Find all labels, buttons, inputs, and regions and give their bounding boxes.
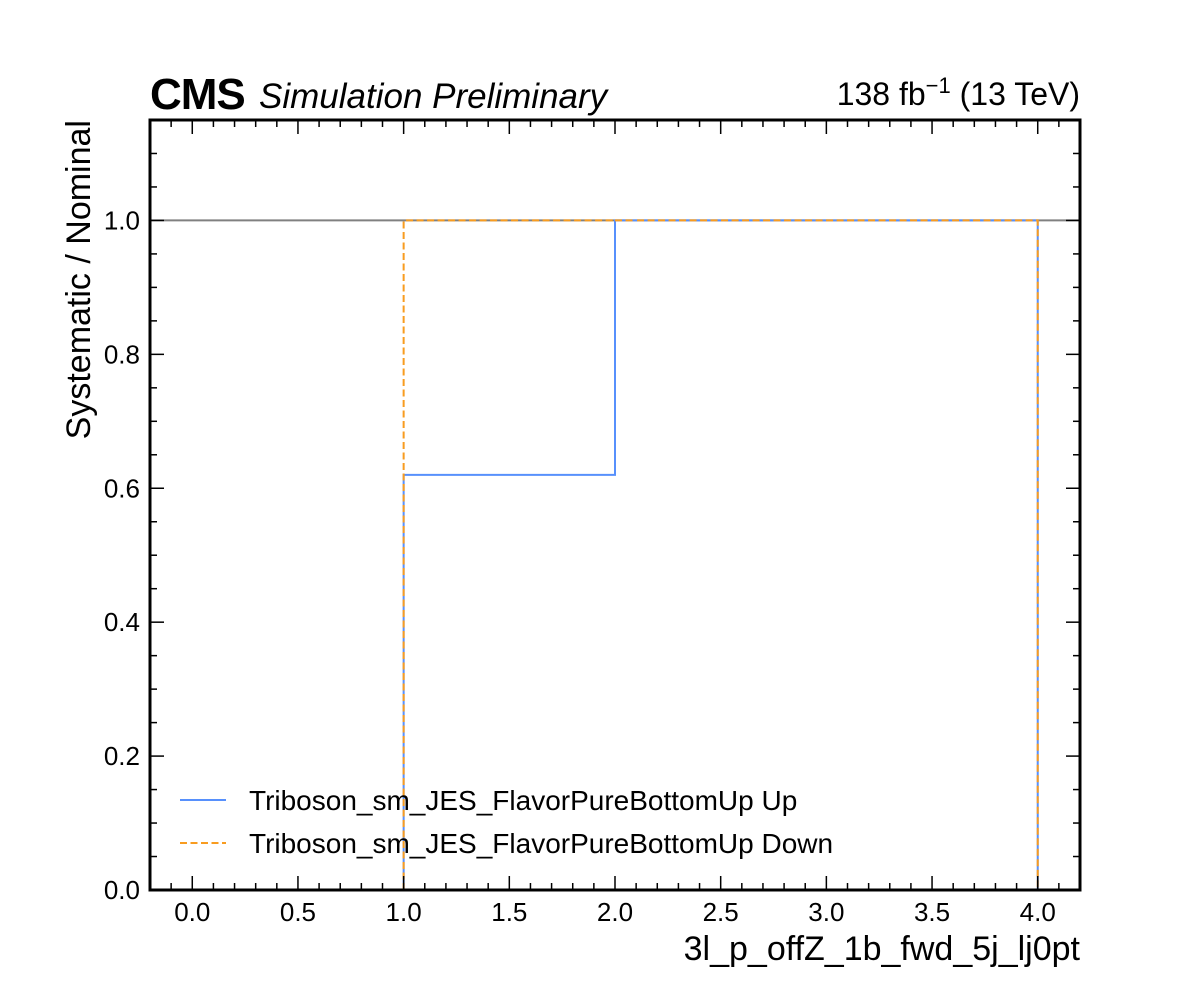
legend-entry-down: Triboson_sm_JES_FlavorPureBottomUp Down [180, 828, 833, 859]
y-tick-label: 0.0 [104, 875, 140, 905]
x-tick-label: 1.5 [491, 897, 527, 927]
y-tick-label: 0.6 [104, 473, 140, 503]
y-tick-label: 0.2 [104, 741, 140, 771]
lumi-value: 138 fb [837, 76, 926, 112]
legend-label-down: Triboson_sm_JES_FlavorPureBottomUp Down [249, 828, 833, 859]
plot-frame [148, 118, 1082, 892]
x-tick-label: 3.5 [914, 897, 950, 927]
status-label: Simulation Preliminary [259, 77, 610, 116]
y-tick-label: 0.8 [104, 339, 140, 369]
x-tick-label: 2.5 [703, 897, 739, 927]
series-line-up [402, 219, 1039, 890]
lumi-label: 138 fb−1 (13 TeV) [837, 73, 1080, 112]
x-tick-label: 0.5 [280, 897, 316, 927]
cms-label: CMS [150, 70, 245, 119]
y-tick-label: 0.4 [104, 607, 140, 637]
x-tick-label: 3.0 [808, 897, 844, 927]
x-axis-label: 3l_p_offZ_1b_fwd_5j_lj0pt [684, 930, 1081, 968]
x-tick-label: 0.0 [174, 897, 210, 927]
x-tick-label: 2.0 [597, 897, 633, 927]
series-layer [402, 219, 1039, 890]
series-line-down [402, 219, 1039, 890]
legend-entry-up: Triboson_sm_JES_FlavorPureBottomUp Up [180, 785, 797, 816]
legend: Triboson_sm_JES_FlavorPureBottomUp Up Tr… [180, 785, 833, 859]
lumi-exponent: −1 [926, 73, 951, 98]
x-tick-label: 4.0 [1020, 897, 1056, 927]
y-tick-label: 1.0 [104, 205, 140, 235]
energy-label: (13 TeV) [951, 76, 1080, 112]
legend-label-up: Triboson_sm_JES_FlavorPureBottomUp Up [249, 785, 797, 816]
x-tick-label: 1.0 [386, 897, 422, 927]
y-axis-label: Systematic / Nominal [60, 120, 98, 439]
